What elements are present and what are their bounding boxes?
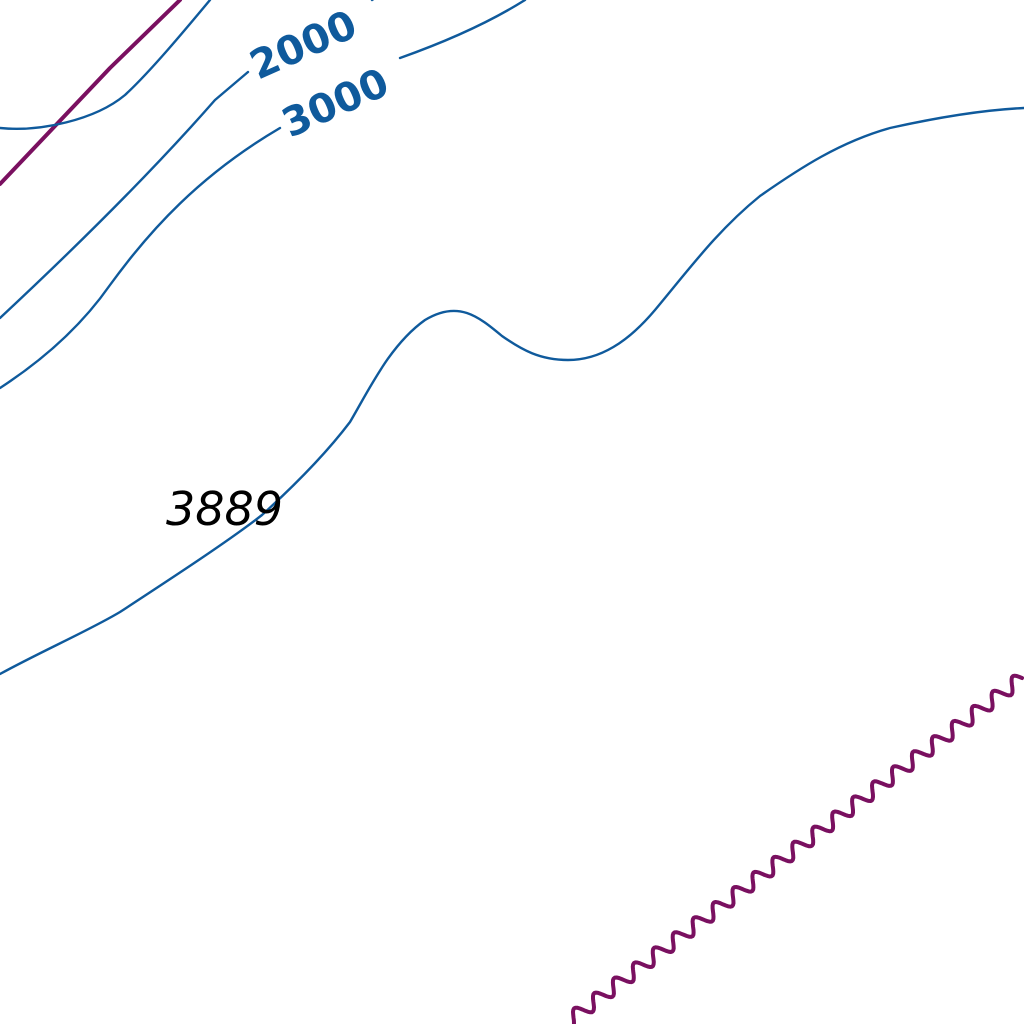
contour-line-2000 [0, 70, 250, 320]
contour-line-3000 [0, 126, 282, 390]
spot-elevation-label: 3889 [166, 482, 283, 536]
contour-line-main [0, 106, 1024, 676]
contour-line-top-short [0, 0, 212, 130]
boundary-line-wavy [571, 673, 1024, 1024]
contour-line-3000-end [398, 0, 527, 60]
boundary-line-straight [0, 0, 182, 186]
